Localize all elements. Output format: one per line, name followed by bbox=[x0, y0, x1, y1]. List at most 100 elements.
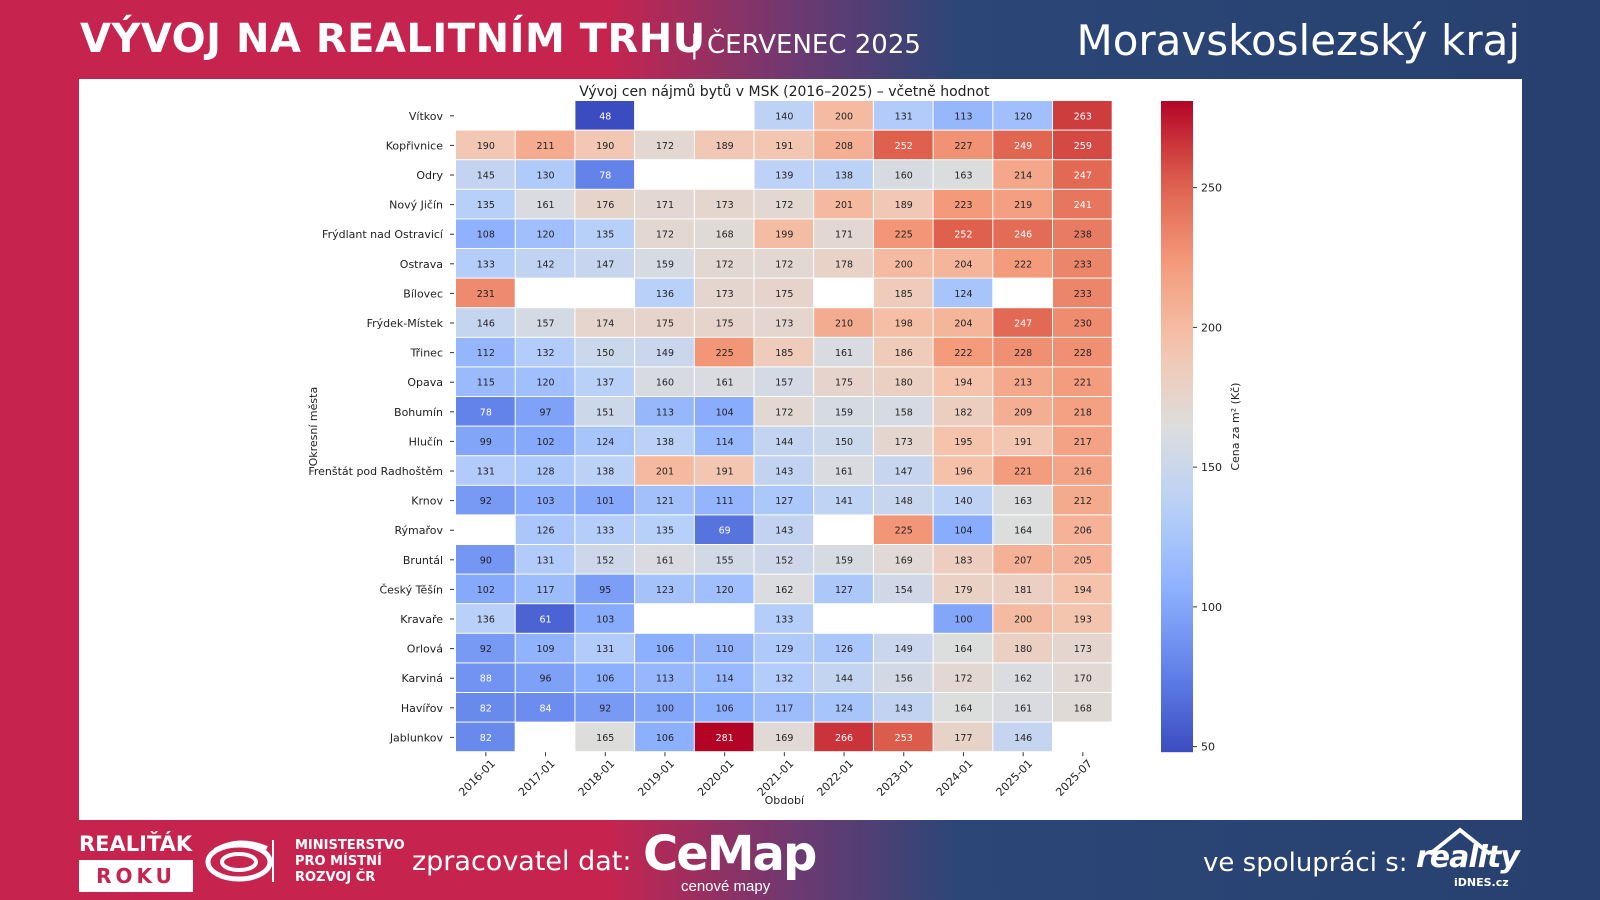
x-tick-label: 2021-01 bbox=[755, 757, 797, 799]
heatmap-cell bbox=[814, 663, 873, 692]
heatmap-cell bbox=[873, 693, 933, 722]
cell-value-label: 210 bbox=[835, 319, 853, 330]
cell-value-label: 111 bbox=[716, 496, 734, 507]
colorbar-tick-label: 100 bbox=[1201, 601, 1222, 614]
y-tick-label: Český Těšín bbox=[379, 583, 443, 596]
cell-value-label: 101 bbox=[596, 496, 614, 507]
heatmap-cell bbox=[873, 515, 933, 544]
heatmap-cell bbox=[456, 693, 515, 722]
cell-value-label: 214 bbox=[1014, 171, 1032, 182]
cell-value-label: 160 bbox=[656, 378, 674, 389]
heatmap-cell bbox=[933, 219, 993, 248]
heatmap-cell bbox=[456, 130, 515, 160]
cell-value-label: 132 bbox=[536, 348, 554, 359]
heatmap-cell bbox=[694, 367, 754, 396]
cell-value-label: 191 bbox=[716, 467, 734, 478]
cell-value-label: 221 bbox=[1014, 467, 1032, 478]
cell-value-label: 133 bbox=[477, 259, 495, 270]
cell-value-label: 149 bbox=[895, 644, 913, 655]
cell-value-label: 238 bbox=[1074, 230, 1092, 241]
heatmap-cell bbox=[993, 426, 1052, 456]
heatmap-cell bbox=[933, 101, 993, 130]
heatmap-cell bbox=[575, 397, 635, 426]
colorbar-tick-label: 250 bbox=[1201, 182, 1222, 195]
heatmap-cell bbox=[873, 308, 933, 337]
cell-value-label: 106 bbox=[656, 733, 674, 744]
heatmap-cell bbox=[456, 278, 515, 308]
y-axis-label: Okresní města bbox=[307, 387, 320, 467]
cell-value-label: 172 bbox=[656, 141, 674, 152]
cell-value-label: 95 bbox=[599, 585, 611, 596]
heatmap-cell bbox=[993, 456, 1052, 485]
heatmap-cell bbox=[1053, 515, 1112, 544]
cell-value-label: 175 bbox=[775, 289, 793, 300]
heatmap-cell bbox=[814, 456, 873, 485]
heatmap-cell bbox=[993, 101, 1052, 130]
partner-label: ve spolupráci s: bbox=[1203, 848, 1408, 878]
cell-value-label: 147 bbox=[895, 467, 913, 478]
cell-value-label: 133 bbox=[775, 615, 793, 626]
heatmap-cell bbox=[456, 485, 515, 515]
cemap-logo-text: CeMap bbox=[643, 826, 817, 882]
heatmap-cell bbox=[754, 485, 814, 515]
heatmap-cell bbox=[635, 367, 694, 396]
cell-value-label: 103 bbox=[536, 496, 554, 507]
heatmap-cell bbox=[515, 545, 575, 574]
colorbar bbox=[1161, 101, 1193, 753]
heatmap-cell bbox=[515, 397, 575, 426]
cell-value-label: 139 bbox=[775, 171, 793, 182]
cell-value-label: 164 bbox=[954, 644, 972, 655]
cell-value-label: 104 bbox=[716, 407, 734, 418]
cell-value-label: 205 bbox=[1074, 555, 1092, 566]
heatmap-cell bbox=[993, 515, 1052, 544]
heatmap-cell bbox=[814, 545, 873, 574]
cell-value-label: 173 bbox=[716, 200, 734, 211]
y-tick-label: Opava bbox=[407, 376, 443, 389]
heatmap-cell bbox=[575, 367, 635, 396]
cell-value-label: 82 bbox=[480, 703, 492, 714]
heatmap-cell bbox=[694, 633, 754, 663]
cell-value-label: 97 bbox=[540, 407, 552, 418]
heatmap-cell bbox=[575, 219, 635, 248]
cell-value-label: 69 bbox=[719, 526, 731, 537]
cell-value-label: 178 bbox=[835, 259, 853, 270]
ministry-line: MINISTERSTVO bbox=[295, 838, 405, 853]
cell-value-label: 222 bbox=[1014, 259, 1032, 270]
heatmap-cell bbox=[933, 249, 993, 278]
cell-value-label: 102 bbox=[477, 585, 495, 596]
heatmap-cell bbox=[1053, 367, 1112, 396]
cell-value-label: 169 bbox=[775, 733, 793, 744]
heatmap-cell bbox=[873, 189, 933, 219]
cell-value-label: 158 bbox=[895, 407, 913, 418]
realitak-logo-text: REALIŤÁK bbox=[79, 832, 193, 856]
heatmap-cell bbox=[993, 604, 1052, 633]
cell-value-label: 191 bbox=[1014, 437, 1032, 448]
cell-value-label: 82 bbox=[480, 733, 492, 744]
heatmap-cell bbox=[1053, 337, 1112, 367]
cell-value-label: 241 bbox=[1074, 200, 1092, 211]
heatmap-cell bbox=[993, 337, 1052, 367]
cell-value-label: 173 bbox=[1074, 644, 1092, 655]
heatmap-cell bbox=[993, 219, 1052, 248]
cell-value-label: 223 bbox=[954, 200, 972, 211]
heatmap-cell bbox=[754, 515, 814, 544]
heatmap-cell bbox=[456, 633, 515, 663]
y-tick-label: Frýdek-Místek bbox=[367, 317, 444, 330]
y-tick-label: Bohumín bbox=[394, 406, 443, 419]
cell-value-label: 185 bbox=[895, 289, 913, 300]
x-axis-label: Období bbox=[765, 794, 805, 807]
cell-value-label: 131 bbox=[477, 467, 495, 478]
heatmap-cell bbox=[873, 337, 933, 367]
cell-value-label: 172 bbox=[775, 200, 793, 211]
heatmap-cell bbox=[933, 545, 993, 574]
house-roof-icon bbox=[1428, 827, 1492, 856]
heatmap-cell bbox=[754, 397, 814, 426]
heatmap-cell bbox=[873, 545, 933, 574]
cell-value-label: 138 bbox=[835, 171, 853, 182]
x-tick-label: 2017-01 bbox=[516, 757, 558, 799]
cell-value-label: 127 bbox=[835, 585, 853, 596]
heatmap-cell bbox=[635, 663, 694, 692]
cell-value-label: 127 bbox=[775, 496, 793, 507]
heatmap-cell bbox=[575, 308, 635, 337]
heatmap-cell bbox=[515, 130, 575, 160]
